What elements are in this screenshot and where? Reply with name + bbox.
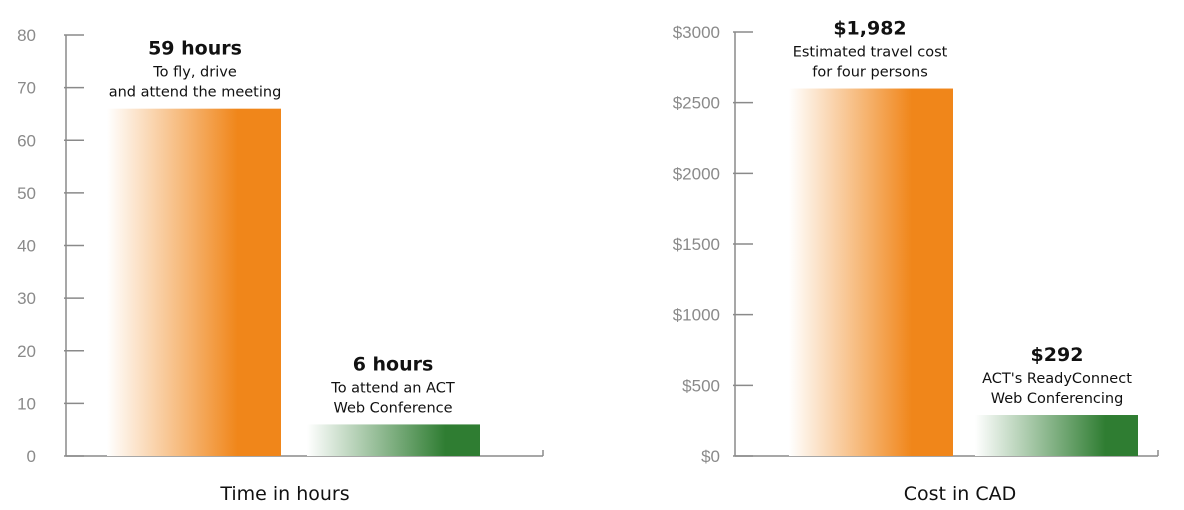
y-tick-label: 30 — [17, 289, 36, 308]
y-tick-label: 0 — [27, 447, 36, 466]
bar-description-line: for four persons — [812, 65, 928, 81]
bar-description-line: ACT's ReadyConnect — [982, 371, 1132, 387]
y-tick-label: $1000 — [673, 306, 720, 325]
y-tick-label: 60 — [17, 131, 36, 150]
bar-travel — [789, 88, 953, 457]
y-tick-label: $0 — [701, 447, 720, 466]
y-tick-label: $3000 — [673, 23, 720, 42]
bar-description-line: To fly, drive — [152, 65, 237, 81]
x-axis-title: Cost in CAD — [904, 483, 1017, 505]
y-tick-label: 40 — [17, 237, 36, 256]
y-tick-label: 10 — [17, 394, 36, 413]
bar-value-label: $1,982 — [833, 18, 906, 40]
y-tick-label: 50 — [17, 184, 36, 203]
bar-travel — [107, 108, 281, 457]
bar-value-label: 6 hours — [353, 353, 434, 375]
y-tick-label: 20 — [17, 342, 36, 361]
y-tick-label: $500 — [682, 376, 720, 395]
bar-value-label: $292 — [1031, 344, 1084, 366]
y-tick-label: 70 — [17, 79, 36, 98]
bar-description-line: To attend an ACT — [330, 380, 455, 396]
bar-description-line: Web Conference — [333, 400, 452, 416]
time-chart: 0 10 20 30 40 50 60 70 80 59 hours To fly, drive an… — [17, 26, 544, 505]
y-tick-label: $2000 — [673, 164, 720, 183]
bar-description-line: Web Conferencing — [991, 391, 1124, 407]
bar-value-label: 59 hours — [148, 38, 242, 60]
x-axis-title: Time in hours — [219, 483, 349, 505]
bar-description-line: Estimated travel cost — [793, 45, 948, 61]
y-tick-label: 80 — [17, 26, 36, 45]
bar-description-line: and attend the meeting — [109, 85, 282, 101]
cost-chart: $0 $500 $1000 $1500 $2000 $2500 $3000 $1,982 Est… — [673, 18, 1159, 505]
bar-web-conference — [975, 415, 1138, 456]
bar-web-conference — [307, 424, 480, 456]
y-tick-label: $2500 — [673, 94, 720, 113]
y-tick-label: $1500 — [673, 235, 720, 254]
